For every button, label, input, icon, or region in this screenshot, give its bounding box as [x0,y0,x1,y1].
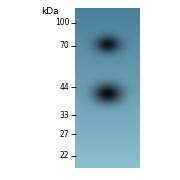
Text: 33: 33 [60,111,69,120]
Text: 100: 100 [55,18,69,27]
Text: 70: 70 [60,41,69,50]
Text: 22: 22 [60,151,69,160]
Text: 44: 44 [60,83,69,92]
Text: 27: 27 [60,130,69,139]
Text: kDa: kDa [42,7,59,16]
